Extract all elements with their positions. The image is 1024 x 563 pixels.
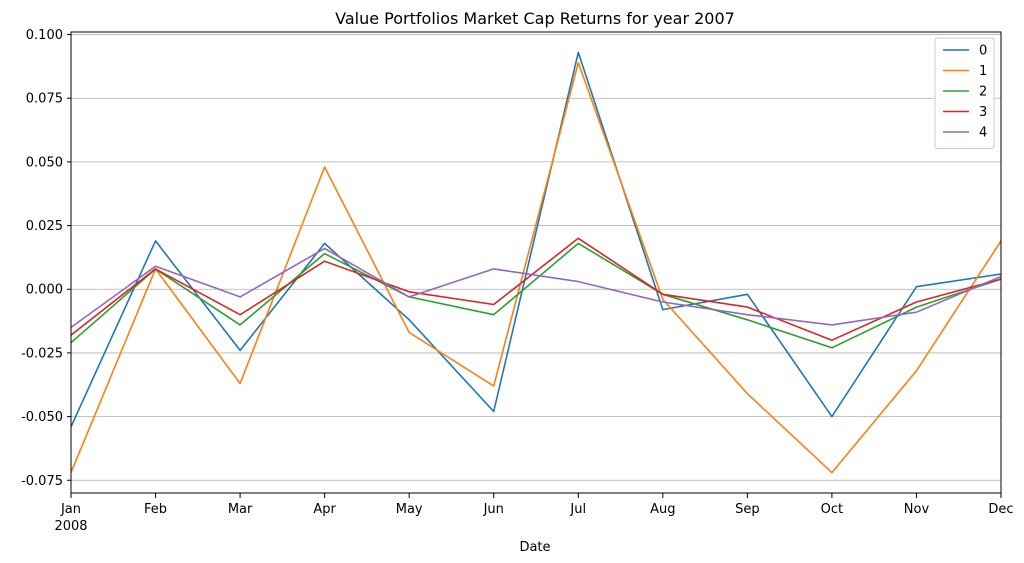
x-tick-label: Dec: [988, 502, 1013, 517]
x-tick-label: Nov: [904, 502, 930, 517]
x-tick-label: Sep: [735, 502, 760, 517]
series-line-1: [70, 61, 1002, 474]
y-tick-label: 0.025: [26, 219, 63, 234]
plot-frame: [70, 31, 1002, 494]
x-tick-label: May: [396, 502, 423, 517]
y-tick-label: 0.075: [26, 92, 63, 107]
y-tick-label: -0.075: [21, 474, 63, 489]
x-tick-label: Jul: [569, 502, 586, 517]
x-tick-label: Aug: [650, 502, 675, 517]
x-tick-label: Oct: [821, 502, 843, 517]
x-tick-label: Mar: [228, 502, 253, 517]
x-tick-label: Feb: [144, 502, 167, 517]
series-line-2: [70, 242, 1002, 349]
x-tick-label: Jan: [60, 502, 81, 517]
y-tick-label: -0.050: [21, 410, 63, 425]
grid-lines: [71, 34, 1001, 481]
y-tick-label: -0.025: [21, 346, 63, 361]
series-line-3: [70, 237, 1002, 342]
legend-label-3: 3: [979, 105, 987, 120]
series-lines: [70, 51, 1002, 474]
x-tick-label: Apr: [313, 502, 336, 517]
legend-label-2: 2: [979, 85, 987, 100]
series-line-4: [70, 247, 1002, 329]
y-tick-label: 0.050: [26, 155, 63, 170]
y-axis: -0.075 -0.050 -0.025 0.000 0.025 0.050 0.075 0.…: [21, 28, 71, 489]
x-year-label: 2008: [54, 519, 87, 534]
legend: 0 1 2 3 4: [934, 37, 995, 149]
chart-title: Value Portfolios Market Cap Returns for …: [335, 9, 735, 28]
x-axis-label: Date: [519, 540, 550, 555]
series-line-0: [70, 51, 1002, 428]
legend-label-1: 1: [979, 64, 987, 79]
y-tick-label: 0.000: [26, 283, 63, 298]
x-axis: Jan Feb Mar Apr May Jun Jul Aug Sep Oct Nov Dec 2008: [54, 493, 1014, 534]
legend-label-4: 4: [979, 126, 987, 141]
legend-box: [934, 37, 995, 149]
x-tick-label: Jun: [483, 502, 504, 517]
y-tick-label: 0.100: [26, 28, 63, 43]
legend-label-0: 0: [979, 44, 987, 59]
